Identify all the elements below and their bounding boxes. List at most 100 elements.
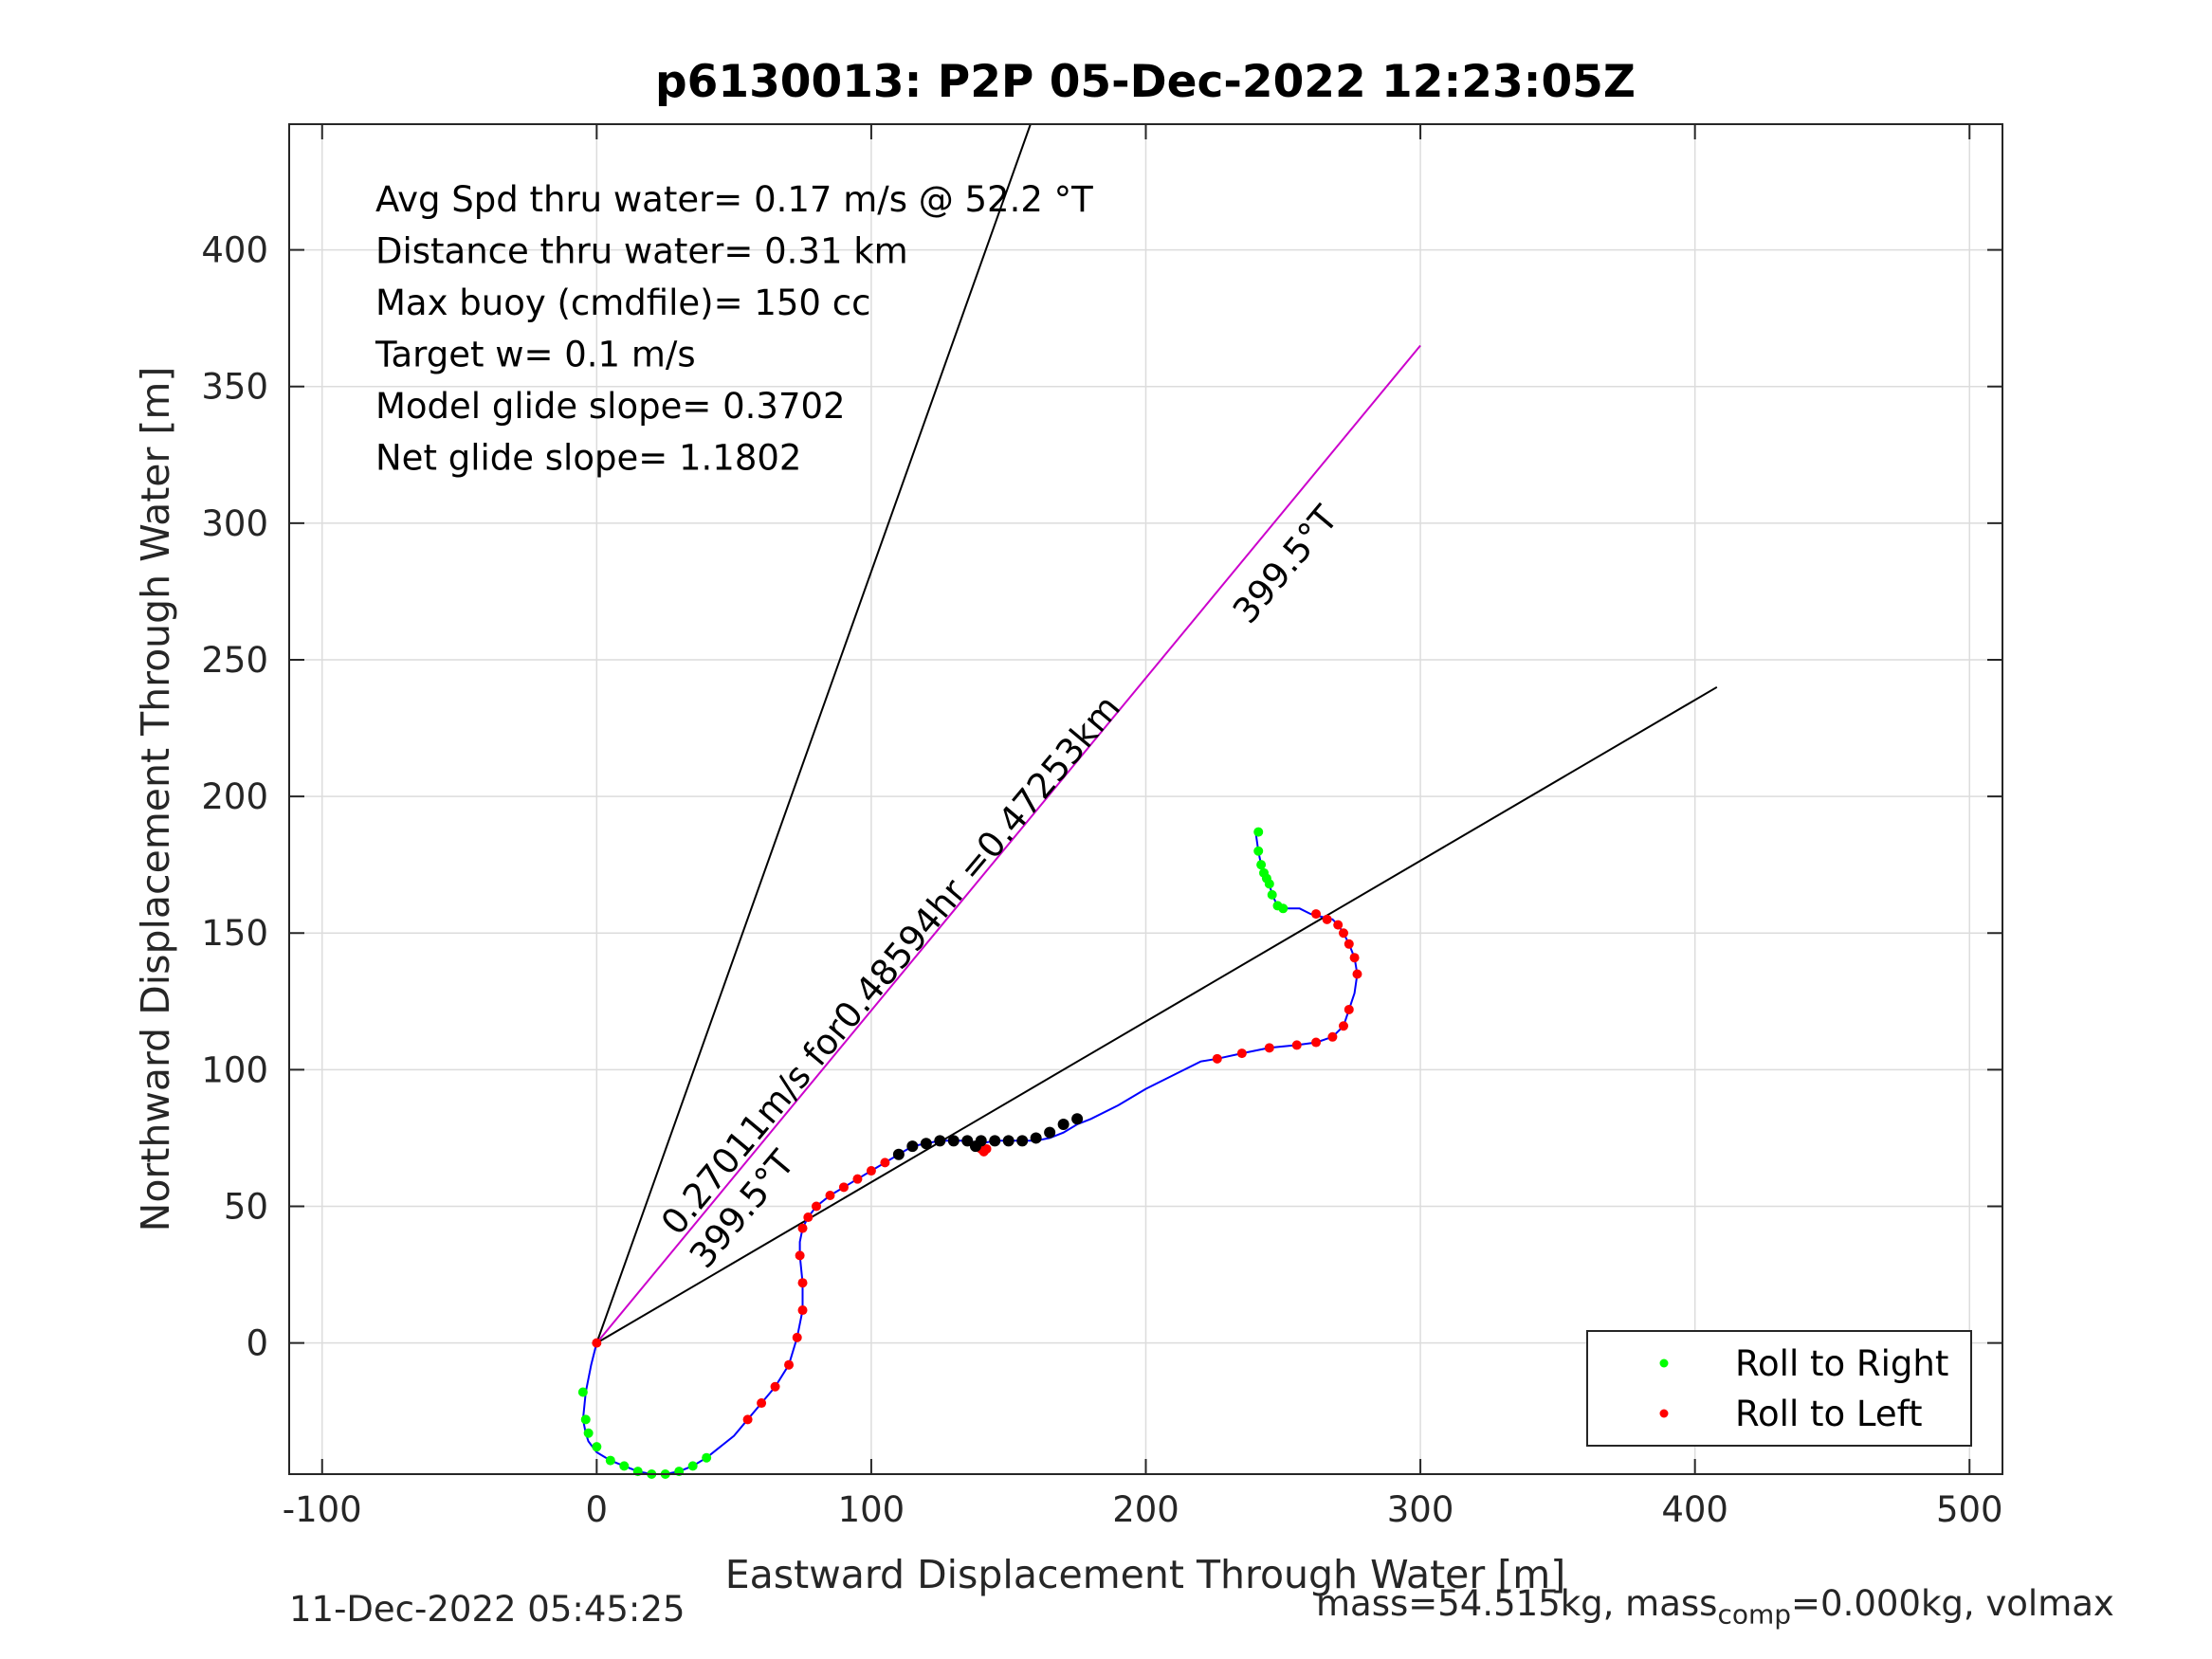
footer-mass-suffix: =0.000kg, volmax	[1791, 1583, 2114, 1624]
y-tick-label: 350	[201, 367, 268, 408]
annotation-line: Model glide slope= 0.3702	[375, 386, 846, 427]
roll-left-point	[1339, 928, 1348, 939]
roll-left-point	[742, 1414, 753, 1425]
roll-left-point	[1291, 1040, 1302, 1050]
roll-left-point	[1322, 914, 1332, 924]
surface-point	[1071, 1113, 1084, 1125]
y-tick-label: 150	[201, 913, 268, 954]
surface-point	[1002, 1135, 1015, 1147]
roll-left-point	[1311, 909, 1322, 920]
surface-point	[1044, 1126, 1056, 1139]
reference-line	[595, 344, 1421, 1344]
roll-right-point	[1253, 846, 1264, 856]
roll-left-point	[1349, 953, 1360, 963]
roll-right-point	[1253, 827, 1264, 837]
legend-box	[1586, 1330, 1972, 1447]
y-axis-label: Northward Displacement Through Water [m]	[133, 367, 178, 1232]
x-tick-label: 300	[1387, 1489, 1454, 1530]
roll-left-point	[803, 1212, 814, 1223]
track-line	[581, 831, 1359, 1475]
surface-point	[1030, 1132, 1042, 1144]
surface-point	[934, 1135, 946, 1147]
roll-left-point	[852, 1174, 863, 1184]
y-tick-label: 300	[201, 503, 268, 544]
y-tick-label: 200	[201, 776, 268, 817]
roll-left-point	[1311, 1037, 1322, 1048]
x-tick-label: 400	[1661, 1489, 1728, 1530]
footer-mass-prefix: mass=54.515kg, mass	[1316, 1583, 1718, 1624]
footer-mass: mass=54.515kg, masscomp=0.000kg, volmax	[1316, 1583, 2114, 1630]
roll-right-point	[687, 1461, 698, 1471]
y-tick-label: 250	[201, 640, 268, 681]
surface-point	[920, 1138, 932, 1150]
roll-left-point	[1339, 1021, 1348, 1031]
surface-point	[906, 1140, 919, 1153]
roll-right-point	[1264, 879, 1274, 889]
legend-entry: Roll to Right	[1735, 1343, 1948, 1384]
surface-point	[947, 1135, 960, 1147]
x-tick-label: 500	[1936, 1489, 2003, 1530]
footer-timestamp: 11-Dec-2022 05:45:25	[289, 1589, 686, 1630]
surface-point	[961, 1135, 974, 1147]
roll-right-point	[605, 1455, 615, 1466]
x-tick-label: 100	[838, 1489, 905, 1530]
axis-ticks: -100 0 100 200 300 400 500 0 50 100 150 200 250 300 35…	[201, 124, 2003, 1530]
surface-point	[989, 1135, 1001, 1147]
grid	[289, 124, 2002, 1474]
roll-left-point	[770, 1381, 780, 1392]
legend-entry: Roll to Left	[1735, 1394, 1923, 1434]
annotation-line: Distance thru water= 0.31 km	[375, 231, 908, 272]
chart-title: p6130013: P2P 05-Dec-2022 12:23:05Z	[655, 56, 1636, 108]
x-axis-label: Eastward Displacement Through Water [m]	[725, 1552, 1565, 1597]
surface-point	[1016, 1135, 1029, 1147]
x-tick-label: -100	[283, 1489, 362, 1530]
footer-mass-sub: comp	[1717, 1598, 1792, 1631]
legend-marker	[1659, 1358, 1669, 1368]
roll-left-point	[792, 1332, 802, 1342]
roll-left-point	[1344, 939, 1354, 949]
roll-left-point	[795, 1250, 805, 1261]
roll-left-point	[825, 1190, 835, 1200]
upper-heading-label: 399.5°T	[1225, 498, 1346, 631]
surface-point	[1057, 1119, 1069, 1131]
y-tick-label: 400	[201, 230, 268, 271]
roll-left-point	[757, 1398, 767, 1409]
annotation-line: Avg Spd thru water= 0.17 m/s @ 52.2 °T	[375, 179, 1093, 220]
reference-line	[595, 123, 1032, 1343]
roll-left-point	[880, 1158, 890, 1168]
roll-left-point	[866, 1166, 876, 1176]
roll-left-point	[1264, 1043, 1274, 1053]
x-tick-label: 200	[1112, 1489, 1179, 1530]
roll-right-point	[577, 1387, 588, 1397]
roll-left-point	[1352, 969, 1362, 979]
roll-right-point	[619, 1461, 630, 1471]
roll-left-point	[981, 1143, 992, 1154]
roll-left-point	[838, 1182, 849, 1193]
surface-point	[892, 1148, 905, 1160]
surface-point	[975, 1135, 987, 1147]
y-tick-label: 0	[246, 1323, 268, 1364]
roll-left-point	[1212, 1053, 1222, 1064]
roll-right-point	[1256, 860, 1267, 870]
x-tick-label: 0	[586, 1489, 609, 1530]
annotation-line: Max buoy (cmdfile)= 150 cc	[375, 283, 870, 323]
roll-left-point	[797, 1278, 808, 1288]
legend-marker	[1659, 1409, 1669, 1418]
roll-right-point	[1278, 903, 1289, 914]
annotation-line: Target w= 0.1 m/s	[375, 335, 696, 375]
roll-right-point	[580, 1414, 591, 1425]
roll-right-point	[702, 1452, 712, 1463]
y-tick-label: 100	[201, 1049, 268, 1090]
legend: Roll to Right Roll to Left	[1586, 1330, 1972, 1447]
annotation-block: Avg Spd thru water= 0.17 m/s @ 52.2 °T Di…	[375, 179, 1093, 479]
roll-left-point	[592, 1338, 602, 1348]
roll-left-point	[1236, 1048, 1247, 1059]
reference-line	[595, 685, 1718, 1344]
roll-left-point	[797, 1305, 808, 1316]
roll-right-point	[1267, 889, 1277, 900]
roll-left-point	[1333, 920, 1344, 930]
y-tick-label: 50	[224, 1187, 268, 1228]
series-layer	[577, 827, 1362, 1479]
